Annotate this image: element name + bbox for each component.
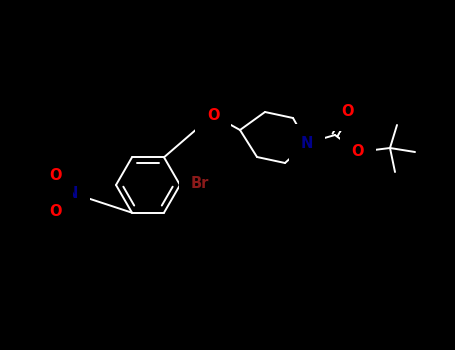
Text: O: O	[49, 168, 61, 182]
Text: O: O	[352, 145, 364, 160]
Text: Br: Br	[191, 175, 209, 190]
Text: N: N	[66, 186, 78, 201]
Text: O: O	[49, 204, 61, 219]
Text: N: N	[301, 135, 313, 150]
Text: O: O	[342, 105, 354, 119]
Text: O: O	[207, 107, 219, 122]
